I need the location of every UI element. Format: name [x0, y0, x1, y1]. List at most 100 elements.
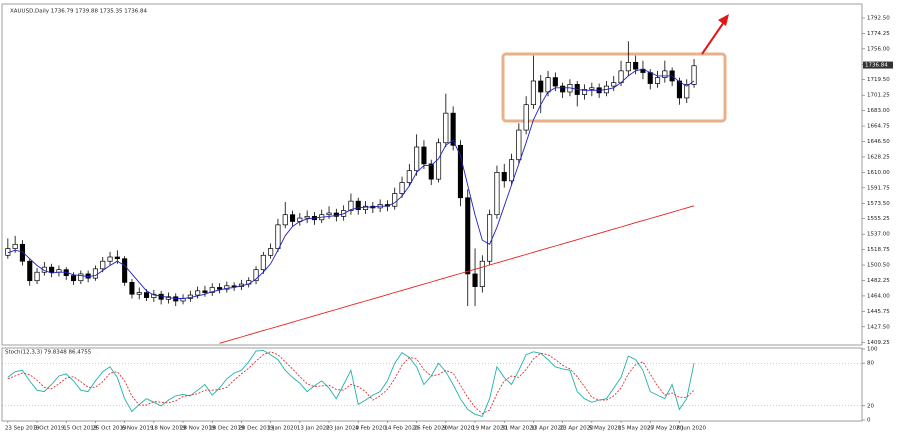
x-tick-label: 5 May 2020	[589, 426, 622, 432]
candle-body	[625, 62, 631, 72]
candle-body	[530, 80, 536, 106]
x-tick-label: 26 Feb 2020	[414, 426, 449, 432]
candle-body	[457, 144, 463, 199]
x-tick-label: 8 Jun 2020	[676, 426, 706, 432]
candle-body	[231, 285, 237, 287]
y-tick-label: 1719.50	[867, 77, 890, 83]
y-tick-label: 1646.50	[867, 139, 890, 145]
candle-body	[209, 287, 215, 293]
x-tick-label: 10 Dec 2019	[209, 426, 245, 432]
candle-body	[362, 205, 369, 210]
candle-body	[538, 80, 544, 93]
candle-body	[633, 62, 639, 70]
y-tick-label: 1610.00	[867, 170, 890, 176]
candle-body	[654, 77, 661, 84]
candle-body	[487, 214, 493, 262]
candle-body	[253, 269, 259, 282]
y-tick-label: 1701.25	[867, 93, 890, 99]
y-tick-label: 1664.75	[867, 124, 890, 130]
candle-body	[523, 104, 529, 131]
x-tick-label: 15 Oct 2019	[63, 426, 98, 432]
stoch-title: Stoch(12,3,3) 79.8348 86.4755	[5, 350, 92, 356]
arrow-head	[718, 14, 729, 26]
candle-body	[611, 82, 617, 87]
candle-body	[662, 70, 668, 78]
candle-body	[289, 214, 296, 222]
candle-body	[27, 260, 33, 282]
candle-body	[260, 254, 266, 271]
candle-body	[581, 89, 588, 95]
candle-body	[195, 290, 201, 296]
candle-body	[136, 292, 142, 295]
y-tick-label: 20	[867, 403, 874, 409]
candle-body	[414, 146, 420, 172]
candle-body	[92, 268, 98, 279]
x-tick-label: 6 Nov 2019	[122, 426, 154, 432]
candle-body	[552, 77, 558, 87]
candle-body	[479, 260, 485, 287]
x-tick-label: 3 Oct 2019	[34, 426, 65, 432]
y-tick-label: 100	[867, 347, 878, 353]
candle-body	[122, 258, 128, 283]
arrow-shaft	[701, 21, 725, 55]
candle-body	[443, 112, 449, 144]
y-tick-label: 1555.25	[867, 216, 890, 222]
candle-body	[516, 129, 522, 161]
x-tick-label: 19 Mar 2020	[472, 426, 507, 432]
x-tick-label: 9 Mar 2020	[443, 426, 475, 432]
chart-title: XAUUSD,Daily 1736.79 1739.88 1735.35 173…	[10, 9, 147, 15]
candle-body	[392, 193, 398, 207]
x-tick-label: 14 Feb 2020	[384, 426, 419, 432]
candle-body	[100, 260, 106, 270]
x-tick-label: 20 Dec 2019	[238, 426, 274, 432]
price-pane	[1, 3, 863, 346]
y-tick-label: 1756.00	[867, 46, 890, 52]
stoch-pane	[1, 347, 863, 422]
x-tick-label: 23 Sep 2019	[5, 426, 40, 432]
candle-body	[202, 290, 208, 293]
y-tick-label: 1628.25	[867, 154, 890, 160]
candle-body	[399, 182, 405, 194]
candle-body	[70, 275, 77, 282]
y-tick-label: 1427.50	[867, 324, 890, 330]
y-tick-label: 1518.75	[867, 247, 890, 253]
candle-body	[41, 266, 47, 273]
candle-body	[647, 72, 653, 84]
y-tick-label: 1409.25	[867, 340, 890, 346]
candle-body	[465, 197, 471, 275]
candle-body	[282, 214, 288, 226]
line	[219, 205, 695, 344]
x-tick-label: 27 May 2020	[647, 426, 683, 432]
candle-body	[435, 142, 442, 180]
x-tick-label: 13 Apr 2020	[530, 426, 565, 432]
line	[7, 349, 695, 417]
last-price-label: 1736.84	[865, 63, 888, 69]
candle-body	[216, 287, 223, 290]
candle-body	[224, 285, 230, 290]
candle-body	[129, 282, 135, 295]
y-tick-label: 1445.75	[867, 309, 890, 315]
x-tick-label: 31 Mar 2020	[501, 426, 536, 432]
x-tick-label: 28 Nov 2019	[180, 426, 216, 432]
candle-body	[406, 170, 412, 183]
x-tick-label: 1 Jan 2020	[268, 426, 298, 432]
y-tick-label: 1464.00	[867, 293, 890, 299]
x-tick-label: 23 Jan 2020	[326, 426, 359, 432]
x-tick-label: 18 Nov 2019	[151, 426, 187, 432]
y-tick-label: 1482.25	[867, 278, 890, 284]
candle-body	[421, 146, 427, 165]
candle-body	[107, 256, 113, 262]
plot: 1409.25 1427.50 1445.75 1464.00 1482.25 1500.…	[2, 15, 893, 432]
candle-body	[691, 65, 697, 85]
last-price-box	[863, 61, 893, 69]
candle-body	[12, 243, 18, 249]
x-tick-label: 15 May 2020	[618, 426, 654, 432]
y-tick-label: 1774.25	[867, 31, 890, 37]
candle-body	[494, 172, 500, 216]
candle-body	[684, 84, 690, 99]
candle-body	[326, 212, 332, 216]
x-tick-label: 13 Jan 2020	[297, 426, 330, 432]
candle-body	[268, 248, 274, 256]
candle-body	[355, 200, 361, 210]
